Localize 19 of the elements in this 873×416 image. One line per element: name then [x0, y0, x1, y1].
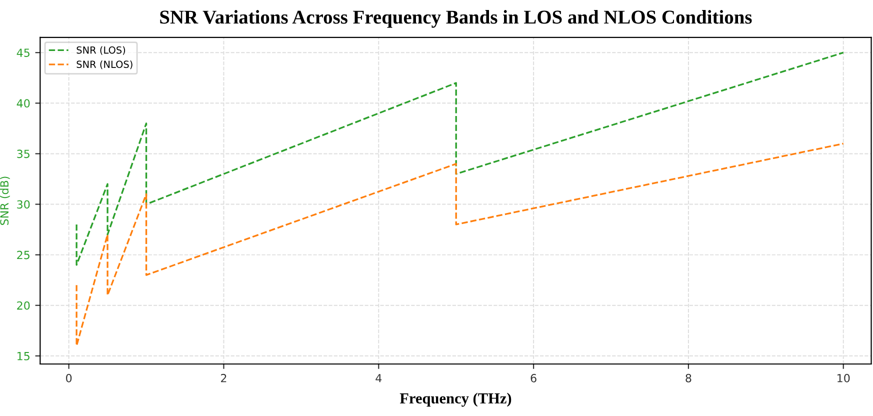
x-tick-label: 6 — [530, 374, 536, 382]
line-series — [76, 142, 844, 347]
x-tick-label: 0 — [66, 374, 72, 382]
y-axis-title: SNR (dB) — [0, 176, 10, 225]
y-tick-label: 20 — [17, 301, 30, 310]
y-tick-label: 15 — [18, 352, 30, 360]
x-tick-label: 4 — [376, 374, 382, 382]
x-tick-label: 2 — [221, 374, 226, 382]
x-tick-label: 10 — [838, 374, 850, 382]
x-tick-label: 8 — [686, 374, 692, 382]
y-tick-label: 25 — [17, 250, 30, 260]
y-tick-label: 35 — [17, 150, 30, 158]
x-axis-title: Frequency (THz) — [400, 392, 512, 407]
legend-label: SNR (NLOS) — [76, 60, 132, 70]
y-tick-label: 40 — [16, 99, 30, 108]
y-tick-label: 45 — [16, 48, 30, 57]
legend-label: SNR (LOS) — [76, 46, 126, 55]
chart-title: SNR Variations Across Frequency Bands in LOS and NLOS Conditions — [160, 10, 752, 28]
y-tick-label: 30 — [17, 200, 30, 209]
